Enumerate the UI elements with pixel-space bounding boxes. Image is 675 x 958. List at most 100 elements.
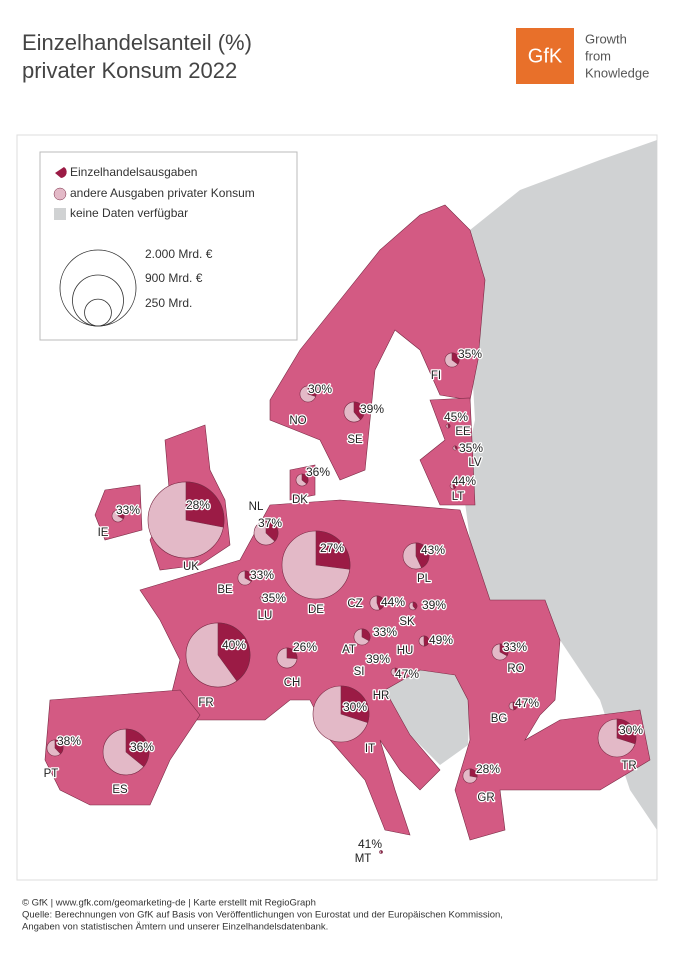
share-label: 28% bbox=[476, 762, 500, 776]
country-code: HR bbox=[373, 690, 390, 702]
pie-retail bbox=[412, 601, 418, 610]
country-code: DE bbox=[308, 604, 324, 616]
share-label: 35% bbox=[262, 591, 286, 605]
pie-retail bbox=[454, 445, 458, 450]
pie-retail bbox=[125, 728, 150, 768]
pie-retail bbox=[54, 739, 64, 755]
share-label: 44% bbox=[381, 595, 405, 609]
pie-retail bbox=[265, 520, 279, 542]
country-code: UK bbox=[183, 561, 199, 573]
title: Einzelhandelsanteil (%) bbox=[22, 30, 252, 55]
pie-retail bbox=[423, 635, 430, 647]
land bbox=[269, 204, 486, 481]
legend: Einzelhandelsausgaben andere Ausgaben pr… bbox=[39, 151, 298, 341]
pie-retail bbox=[376, 595, 385, 611]
legend-swatch bbox=[55, 167, 67, 178]
country-code: PL bbox=[417, 573, 432, 585]
country-code: SI bbox=[354, 666, 365, 678]
country-code: FR bbox=[198, 697, 213, 709]
country-code: BE bbox=[217, 584, 233, 596]
share-label: 33% bbox=[250, 568, 274, 582]
legend-label: andere Ausgaben privater Konsum bbox=[70, 186, 255, 200]
country-code: EE bbox=[455, 426, 471, 438]
size-circle bbox=[84, 298, 112, 327]
country-code: CH bbox=[284, 677, 301, 689]
footer: Angaben von statistischen Ämtern und uns… bbox=[22, 922, 328, 933]
tagline: Growth bbox=[585, 31, 627, 46]
pie-retail bbox=[340, 685, 370, 724]
share-label: 45% bbox=[444, 410, 468, 424]
pie-retail bbox=[451, 352, 460, 365]
country-code: NO bbox=[289, 415, 306, 427]
pie-retail bbox=[512, 701, 518, 711]
country-code: TR bbox=[621, 760, 636, 772]
share-label: 30% bbox=[343, 700, 367, 714]
legend-swatch bbox=[54, 208, 66, 220]
tagline: Knowledge bbox=[585, 65, 649, 80]
country-code: LU bbox=[258, 610, 273, 622]
size-label: 2.000 Mrd. € bbox=[145, 247, 213, 261]
share-label: 36% bbox=[306, 465, 330, 479]
footer: Quelle: Berechnungen von GfK auf Basis v… bbox=[22, 910, 503, 921]
share-label: 36% bbox=[130, 740, 154, 754]
country-code: LT bbox=[452, 491, 465, 503]
pie-retail bbox=[371, 656, 376, 663]
size-label: 250 Mrd. bbox=[145, 296, 192, 310]
pie-retail bbox=[353, 401, 365, 421]
share-label: 35% bbox=[459, 441, 483, 455]
share-label: 30% bbox=[619, 723, 643, 737]
share-label: 33% bbox=[373, 625, 397, 639]
land bbox=[419, 397, 476, 506]
share-label: 27% bbox=[320, 541, 344, 555]
country-code: SK bbox=[399, 616, 415, 628]
share-label: 44% bbox=[452, 474, 476, 488]
footer: © GfK | www.gfk.com/geomarketing-de | Ka… bbox=[22, 898, 316, 909]
pie-retail bbox=[117, 509, 125, 520]
legend-label: Einzelhandelsausgaben bbox=[70, 165, 197, 179]
pie-retail bbox=[394, 667, 400, 677]
pie-retail bbox=[361, 628, 371, 642]
pie-retail bbox=[616, 718, 637, 745]
share-label: 43% bbox=[421, 543, 445, 557]
pie-retail bbox=[307, 385, 317, 397]
share-label: 38% bbox=[57, 734, 81, 748]
country-code: NL bbox=[249, 501, 264, 513]
share-label: 26% bbox=[293, 640, 317, 654]
country-code: BG bbox=[491, 713, 508, 725]
pie-retail bbox=[315, 530, 351, 570]
country-code: PT bbox=[44, 768, 59, 780]
country-code: GR bbox=[477, 792, 494, 804]
share-label: 37% bbox=[258, 516, 282, 530]
share-label: 33% bbox=[503, 640, 527, 654]
size-legend: 2.000 Mrd. € 900 Mrd. € 250 Mrd. bbox=[59, 247, 213, 327]
share-label: 41% bbox=[358, 837, 382, 851]
pie-retail bbox=[380, 850, 383, 854]
share-label: 39% bbox=[422, 598, 446, 612]
pie-retail bbox=[286, 647, 298, 659]
pie-retail bbox=[301, 473, 309, 485]
legend-box bbox=[39, 151, 298, 341]
legend-label: keine Daten verfügbar bbox=[70, 206, 188, 220]
pie-retail bbox=[244, 570, 253, 582]
pie-retail bbox=[185, 481, 225, 528]
share-label: 40% bbox=[222, 638, 246, 652]
nodata-land bbox=[462, 140, 657, 830]
country-code: ES bbox=[112, 784, 128, 796]
nodata-land bbox=[385, 670, 470, 765]
logo-box bbox=[516, 28, 574, 84]
pies: 28% UK 27% DE 40% FR 30% IT 36% ES 37% NL 43% PL 33% BE… bbox=[42, 346, 644, 866]
country-code: HU bbox=[397, 645, 414, 657]
country-code: CZ bbox=[347, 598, 362, 610]
country-code: LV bbox=[468, 457, 482, 469]
pie-retail bbox=[415, 542, 430, 569]
size-label: 900 Mrd. € bbox=[145, 271, 203, 285]
country-code: IE bbox=[98, 527, 109, 539]
tagline: from bbox=[585, 48, 611, 63]
share-label: 47% bbox=[395, 667, 419, 681]
country-code: SE bbox=[347, 434, 363, 446]
country-code: RO bbox=[507, 663, 524, 675]
pie-retail bbox=[452, 482, 457, 490]
country-code: IT bbox=[365, 743, 375, 755]
logo: GfK bbox=[528, 45, 563, 67]
